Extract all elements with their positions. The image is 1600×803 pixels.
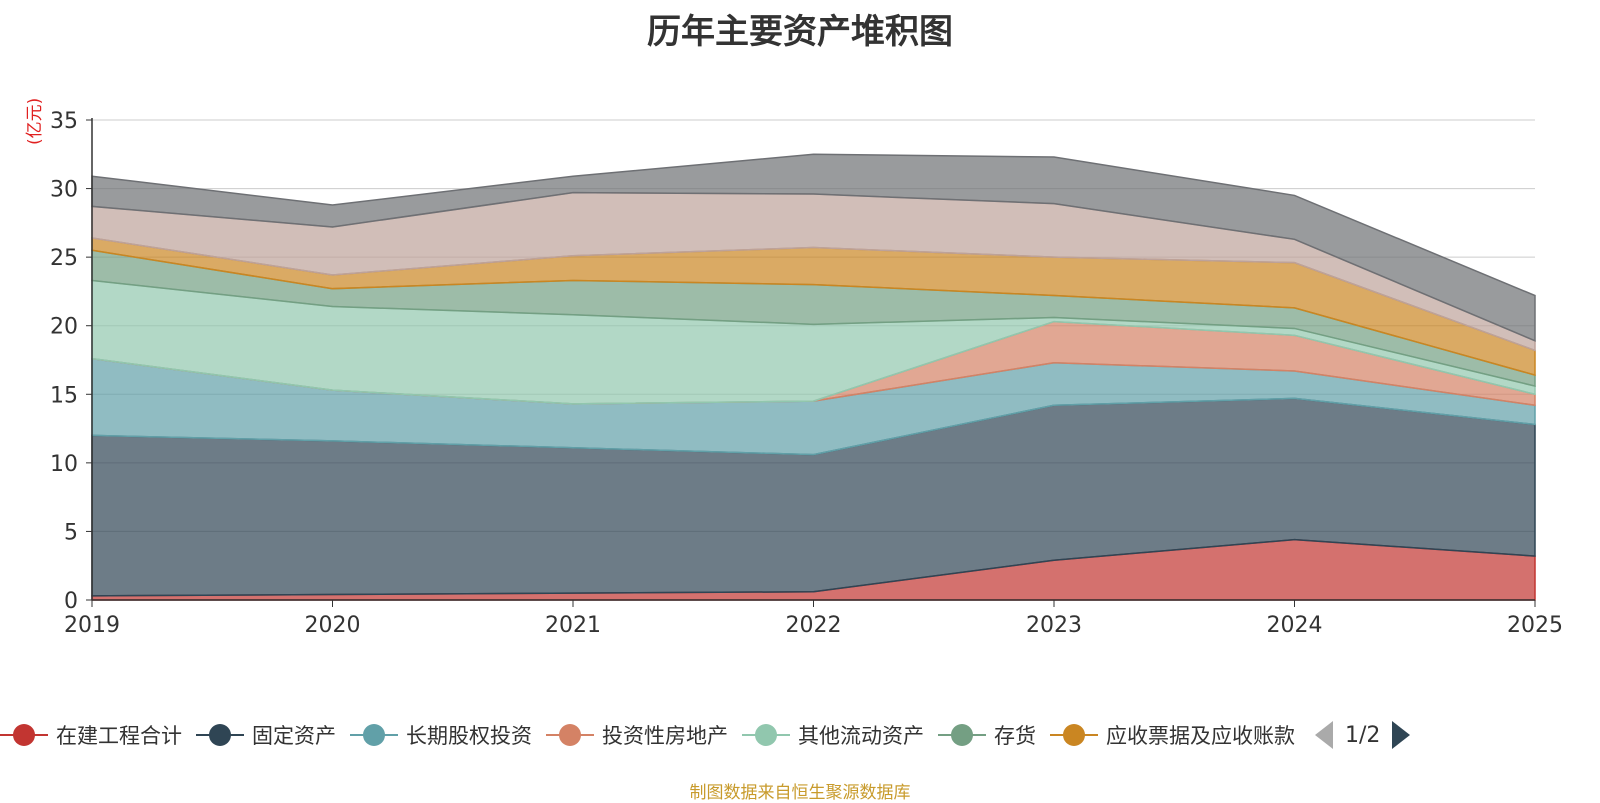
legend-marker-dot	[951, 724, 973, 746]
legend-page-indicator: 1/2	[1345, 722, 1381, 748]
legend-marker-icon	[1050, 722, 1098, 748]
x-tick-label: 2023	[1026, 613, 1082, 638]
x-tick-label: 2022	[786, 613, 842, 638]
legend-label: 其他流动资产	[798, 724, 924, 748]
legend-item[interactable]: 存货	[938, 720, 1036, 750]
legend-label: 存货	[994, 724, 1036, 748]
legend-marker-dot	[1063, 724, 1085, 746]
y-tick-label: 0	[64, 589, 78, 614]
x-tick-label: 2024	[1267, 613, 1323, 638]
legend-label: 投资性房地产	[602, 724, 728, 748]
next-page-icon[interactable]	[1392, 721, 1411, 749]
legend-item[interactable]: 在建工程合计	[0, 720, 182, 750]
legend-marker-dot	[209, 724, 231, 746]
data-source-note: 制图数据来自恒生聚源数据库	[689, 783, 911, 803]
y-tick-label: 25	[50, 246, 78, 271]
y-tick-label: 15	[50, 383, 78, 408]
legend-marker-icon	[742, 722, 790, 748]
x-tick-label: 2021	[545, 613, 601, 638]
legend-label: 在建工程合计	[56, 724, 182, 748]
legend-marker-dot	[13, 724, 35, 746]
legend-marker-dot	[363, 724, 385, 746]
series-areas	[91, 153, 1536, 601]
legend-pager: 1/2	[1315, 721, 1411, 749]
y-tick-label: 5	[64, 520, 78, 545]
legend-marker-icon	[350, 722, 398, 748]
legend: 在建工程合计 固定资产 长期股权投资 投资性房地产 其他流动资产 存货 应收票据及应收账款 …	[0, 718, 1411, 752]
legend-label: 固定资产	[252, 724, 336, 748]
y-tick-label: 35	[50, 109, 78, 134]
x-tick-label: 2020	[305, 613, 361, 638]
y-tick-label: 10	[50, 452, 78, 477]
legend-item[interactable]: 应收票据及应收账款	[1050, 720, 1295, 750]
legend-marker-icon	[938, 722, 986, 748]
legend-item[interactable]: 投资性房地产	[546, 720, 728, 750]
x-tick-label: 2025	[1507, 613, 1563, 638]
legend-marker-dot	[755, 724, 777, 746]
legend-marker-icon	[196, 722, 244, 748]
area-series-8	[91, 153, 1536, 342]
legend-item[interactable]: 固定资产	[196, 720, 336, 750]
legend-marker-icon	[546, 722, 594, 748]
legend-marker-icon	[0, 722, 48, 748]
chart-title: 历年主要资产堆积图	[647, 12, 953, 52]
legend-item[interactable]: 其他流动资产	[742, 720, 924, 750]
y-tick-label: 20	[50, 315, 78, 340]
y-tick-label: 30	[50, 178, 78, 203]
legend-label: 应收票据及应收账款	[1106, 724, 1295, 748]
legend-marker-dot	[559, 724, 581, 746]
prev-page-icon[interactable]	[1315, 721, 1333, 749]
x-tick-label: 2019	[64, 613, 120, 638]
legend-label: 长期股权投资	[406, 724, 532, 748]
legend-item[interactable]: 长期股权投资	[350, 720, 532, 750]
